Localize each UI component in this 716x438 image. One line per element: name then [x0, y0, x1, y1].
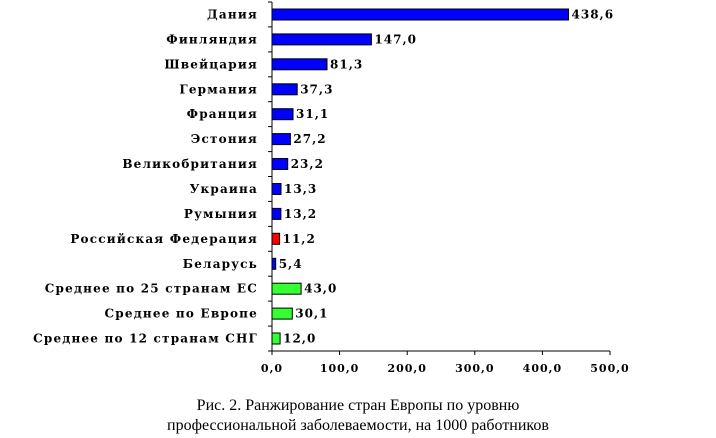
bar-12 [271, 307, 293, 320]
x-tick-label-3: 300,0 [455, 362, 494, 375]
category-label-6: Великобритания [122, 157, 258, 171]
bar-10 [271, 257, 277, 270]
value-label-8: 13,2 [284, 207, 317, 221]
value-label-7: 13,3 [284, 182, 317, 196]
bar-1 [271, 33, 372, 46]
value-label-1: 147,0 [374, 32, 417, 46]
bar-7 [271, 183, 282, 195]
bar-8 [271, 207, 282, 220]
bar-11 [271, 282, 302, 295]
x-tick-label-5: 500,0 [590, 362, 629, 375]
value-label-4: 31,1 [296, 107, 329, 121]
value-label-5: 27,2 [293, 132, 326, 146]
value-label-11: 43,0 [304, 282, 337, 296]
value-label-12: 30,1 [295, 307, 328, 321]
bar-chart: Дания 438,6 Финляндия 147,0 Швейцария 81,3 Гер… [33, 1, 629, 375]
value-label-6: 23,2 [291, 157, 324, 171]
category-label-0: Дания [207, 8, 258, 22]
x-tick-label-2: 200,0 [387, 362, 426, 375]
x-tick-label-1: 100,0 [320, 362, 359, 375]
figure-caption-line-2: профессиональной заболеваемости, на 1000… [167, 417, 549, 434]
bar-4 [271, 108, 294, 121]
x-tick-label-0: 0,0 [261, 362, 283, 375]
bar-0 [271, 8, 569, 21]
value-label-13: 12,0 [283, 332, 316, 346]
bar-2 [271, 58, 328, 71]
category-label-7: Украина [190, 182, 258, 196]
value-label-9: 11,2 [283, 232, 316, 246]
value-label-3: 37,3 [300, 82, 333, 96]
category-label-5: Эстония [191, 132, 258, 146]
value-label-10: 5,4 [279, 257, 303, 271]
category-label-1: Финляндия [166, 32, 258, 46]
value-label-2: 81,3 [330, 57, 363, 71]
category-label-3: Германия [179, 82, 258, 96]
figure-caption-line-1: Рис. 2. Ранжирование стран Европы по уро… [196, 397, 520, 414]
category-label-2: Швейцария [164, 57, 258, 71]
category-label-10: Беларусь [183, 257, 258, 271]
category-label-13: Среднее по 12 странам СНГ [33, 332, 258, 346]
category-label-11: Среднее по 25 странам ЕС [45, 282, 258, 296]
category-label-9: Российская Федерация [70, 232, 258, 246]
value-label-0: 438,6 [572, 8, 615, 22]
bar-5 [271, 133, 291, 146]
x-tick-label-4: 400,0 [523, 362, 562, 375]
bar-3 [271, 83, 298, 96]
bar-9 [271, 232, 281, 245]
bar-13 [271, 332, 281, 345]
category-label-12: Среднее по Европе [105, 307, 258, 321]
category-label-8: Румыния [184, 207, 258, 221]
category-label-4: Франция [187, 107, 258, 121]
bar-6 [271, 158, 289, 170]
